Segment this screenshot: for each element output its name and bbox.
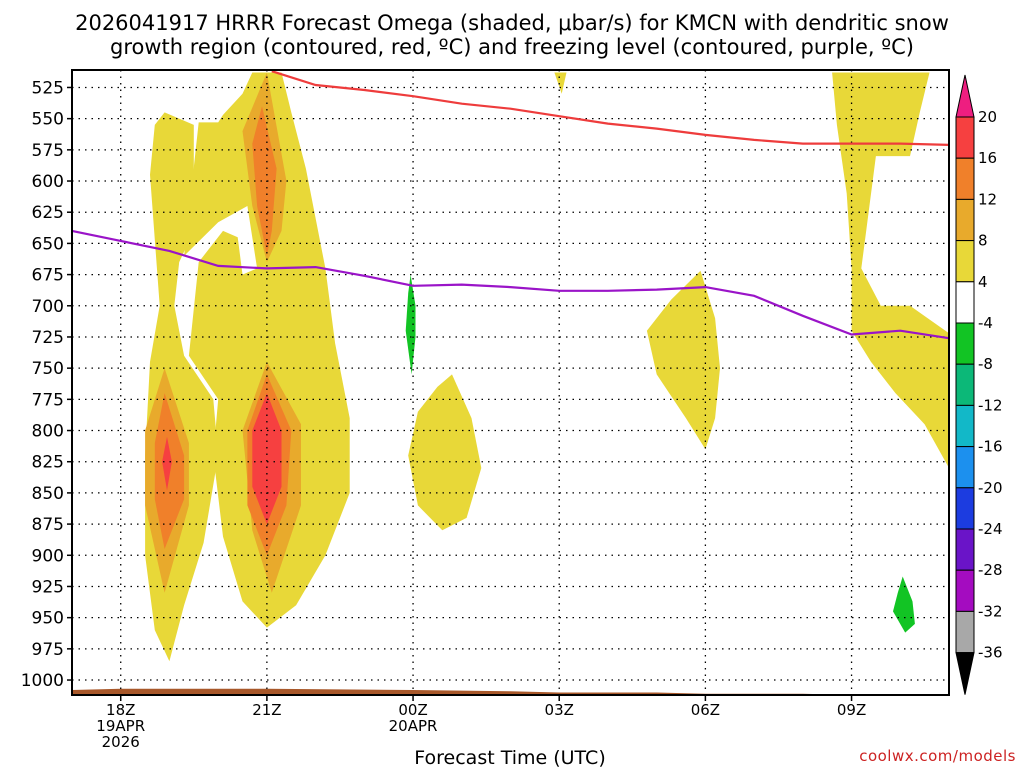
colorbar-label-2: 12 bbox=[978, 190, 997, 208]
omega-region-14 bbox=[405, 274, 416, 375]
colorbar-label-10: -24 bbox=[978, 520, 1003, 538]
x-tick-label-6-0: 00Z bbox=[398, 701, 427, 719]
y-tick-label-700: 700 bbox=[32, 297, 64, 317]
omega-region-3 bbox=[646, 270, 720, 450]
colorbar-label-12: -32 bbox=[978, 602, 1003, 620]
y-tick-label-750: 750 bbox=[32, 359, 64, 379]
colorbar-label-11: -28 bbox=[978, 561, 1003, 579]
y-tick-label-1000: 1000 bbox=[21, 671, 64, 691]
x-tick-label-12-0: 06Z bbox=[691, 701, 720, 719]
omega-region-9 bbox=[252, 106, 277, 256]
colorbar-box-2 bbox=[955, 198, 975, 242]
colorbar-box-10 bbox=[955, 528, 975, 571]
terrain-layer bbox=[72, 688, 949, 695]
y-tick-label-950: 950 bbox=[32, 609, 64, 629]
x-tick-label-0-2: 2026 bbox=[102, 733, 140, 751]
colorbar-label-8: -16 bbox=[978, 438, 1003, 456]
colorbar-box-4 bbox=[955, 281, 975, 324]
colorbar-label-7: -12 bbox=[978, 396, 1003, 414]
y-tick-label-775: 775 bbox=[32, 390, 64, 410]
chart-title-line2: growth region (contoured, red, ºC) and f… bbox=[110, 35, 914, 59]
y-tick-label-675: 675 bbox=[32, 266, 64, 286]
colorbar-label-3: 8 bbox=[978, 232, 988, 250]
y-tick-label-975: 975 bbox=[32, 640, 64, 660]
omega-region-13 bbox=[162, 436, 172, 491]
colorbar-label-9: -20 bbox=[978, 479, 1003, 497]
omega-region-4 bbox=[832, 72, 949, 468]
x-tick-label-3-0: 21Z bbox=[252, 701, 281, 719]
omega-region-15 bbox=[893, 576, 915, 633]
colorbar-box-8 bbox=[955, 446, 975, 489]
y-tick-label-900: 900 bbox=[32, 546, 64, 566]
colorbar-cap-bottom bbox=[955, 652, 975, 695]
x-tick-label-0-1: 19APR bbox=[96, 717, 145, 735]
credit-text: coolwx.com/models bbox=[859, 747, 1016, 765]
x-tick-label-0-0: 18Z bbox=[106, 701, 135, 719]
colorbar-label-5: -4 bbox=[978, 314, 993, 332]
omega-region-2 bbox=[408, 374, 482, 531]
colorbar-cap-top bbox=[955, 74, 975, 118]
y-tick-label-650: 650 bbox=[32, 234, 64, 254]
x-tick-label-6-1: 20APR bbox=[389, 717, 438, 735]
chart-title-line1: 2026041917 HRRR Forecast Omega (shaded, … bbox=[75, 11, 949, 35]
plot-frame bbox=[71, 69, 950, 696]
colorbar-box-1 bbox=[955, 157, 975, 200]
y-tick-label-825: 825 bbox=[32, 453, 64, 473]
y-tick-label-875: 875 bbox=[32, 515, 64, 535]
y-tick-label-600: 600 bbox=[32, 172, 64, 192]
colorbar: 20 16 12 8 4 -4 -8 -12 -16 -20 -24 -28 -32 -36 bbox=[955, 74, 1003, 695]
colorbar-box-6 bbox=[955, 363, 975, 406]
y-tick-label-550: 550 bbox=[32, 110, 64, 130]
omega-region-12 bbox=[252, 393, 282, 525]
y-tick-label-575: 575 bbox=[32, 141, 64, 161]
y-tick-label-625: 625 bbox=[32, 203, 64, 223]
omega-region-5 bbox=[554, 72, 567, 94]
colorbar-label-13: -36 bbox=[978, 644, 1003, 662]
colorbar-box-12 bbox=[955, 610, 975, 654]
x-tick-label-15-0: 09Z bbox=[837, 701, 866, 719]
y-tick-label-725: 725 bbox=[32, 328, 64, 348]
colorbar-label-4: 4 bbox=[978, 273, 988, 291]
terrain-fill bbox=[72, 688, 949, 695]
x-axis-title: Forecast Time (UTC) bbox=[414, 747, 605, 768]
y-tick-label-800: 800 bbox=[32, 422, 64, 442]
y-axis: 525 550 575 600 625 650 675 700 725 750 775 800 825 8… bbox=[21, 78, 72, 691]
colorbar-box-11 bbox=[955, 569, 975, 612]
colorbar-label-6: -8 bbox=[978, 355, 993, 373]
colorbar-label-1: 16 bbox=[978, 149, 997, 167]
y-tick-label-525: 525 bbox=[32, 78, 64, 98]
colorbar-box-3 bbox=[955, 240, 975, 283]
colorbar-label-0: 20 bbox=[978, 108, 997, 126]
colorbar-box-7 bbox=[955, 404, 975, 448]
y-tick-label-925: 925 bbox=[32, 577, 64, 597]
colorbar-box-9 bbox=[955, 487, 975, 530]
colorbar-box-0 bbox=[955, 116, 975, 159]
plot-area bbox=[71, 69, 950, 696]
x-tick-label-9-0: 03Z bbox=[545, 701, 574, 719]
colorbar-box-5 bbox=[955, 322, 975, 365]
y-tick-label-850: 850 bbox=[32, 484, 64, 504]
gridlines bbox=[72, 70, 949, 695]
